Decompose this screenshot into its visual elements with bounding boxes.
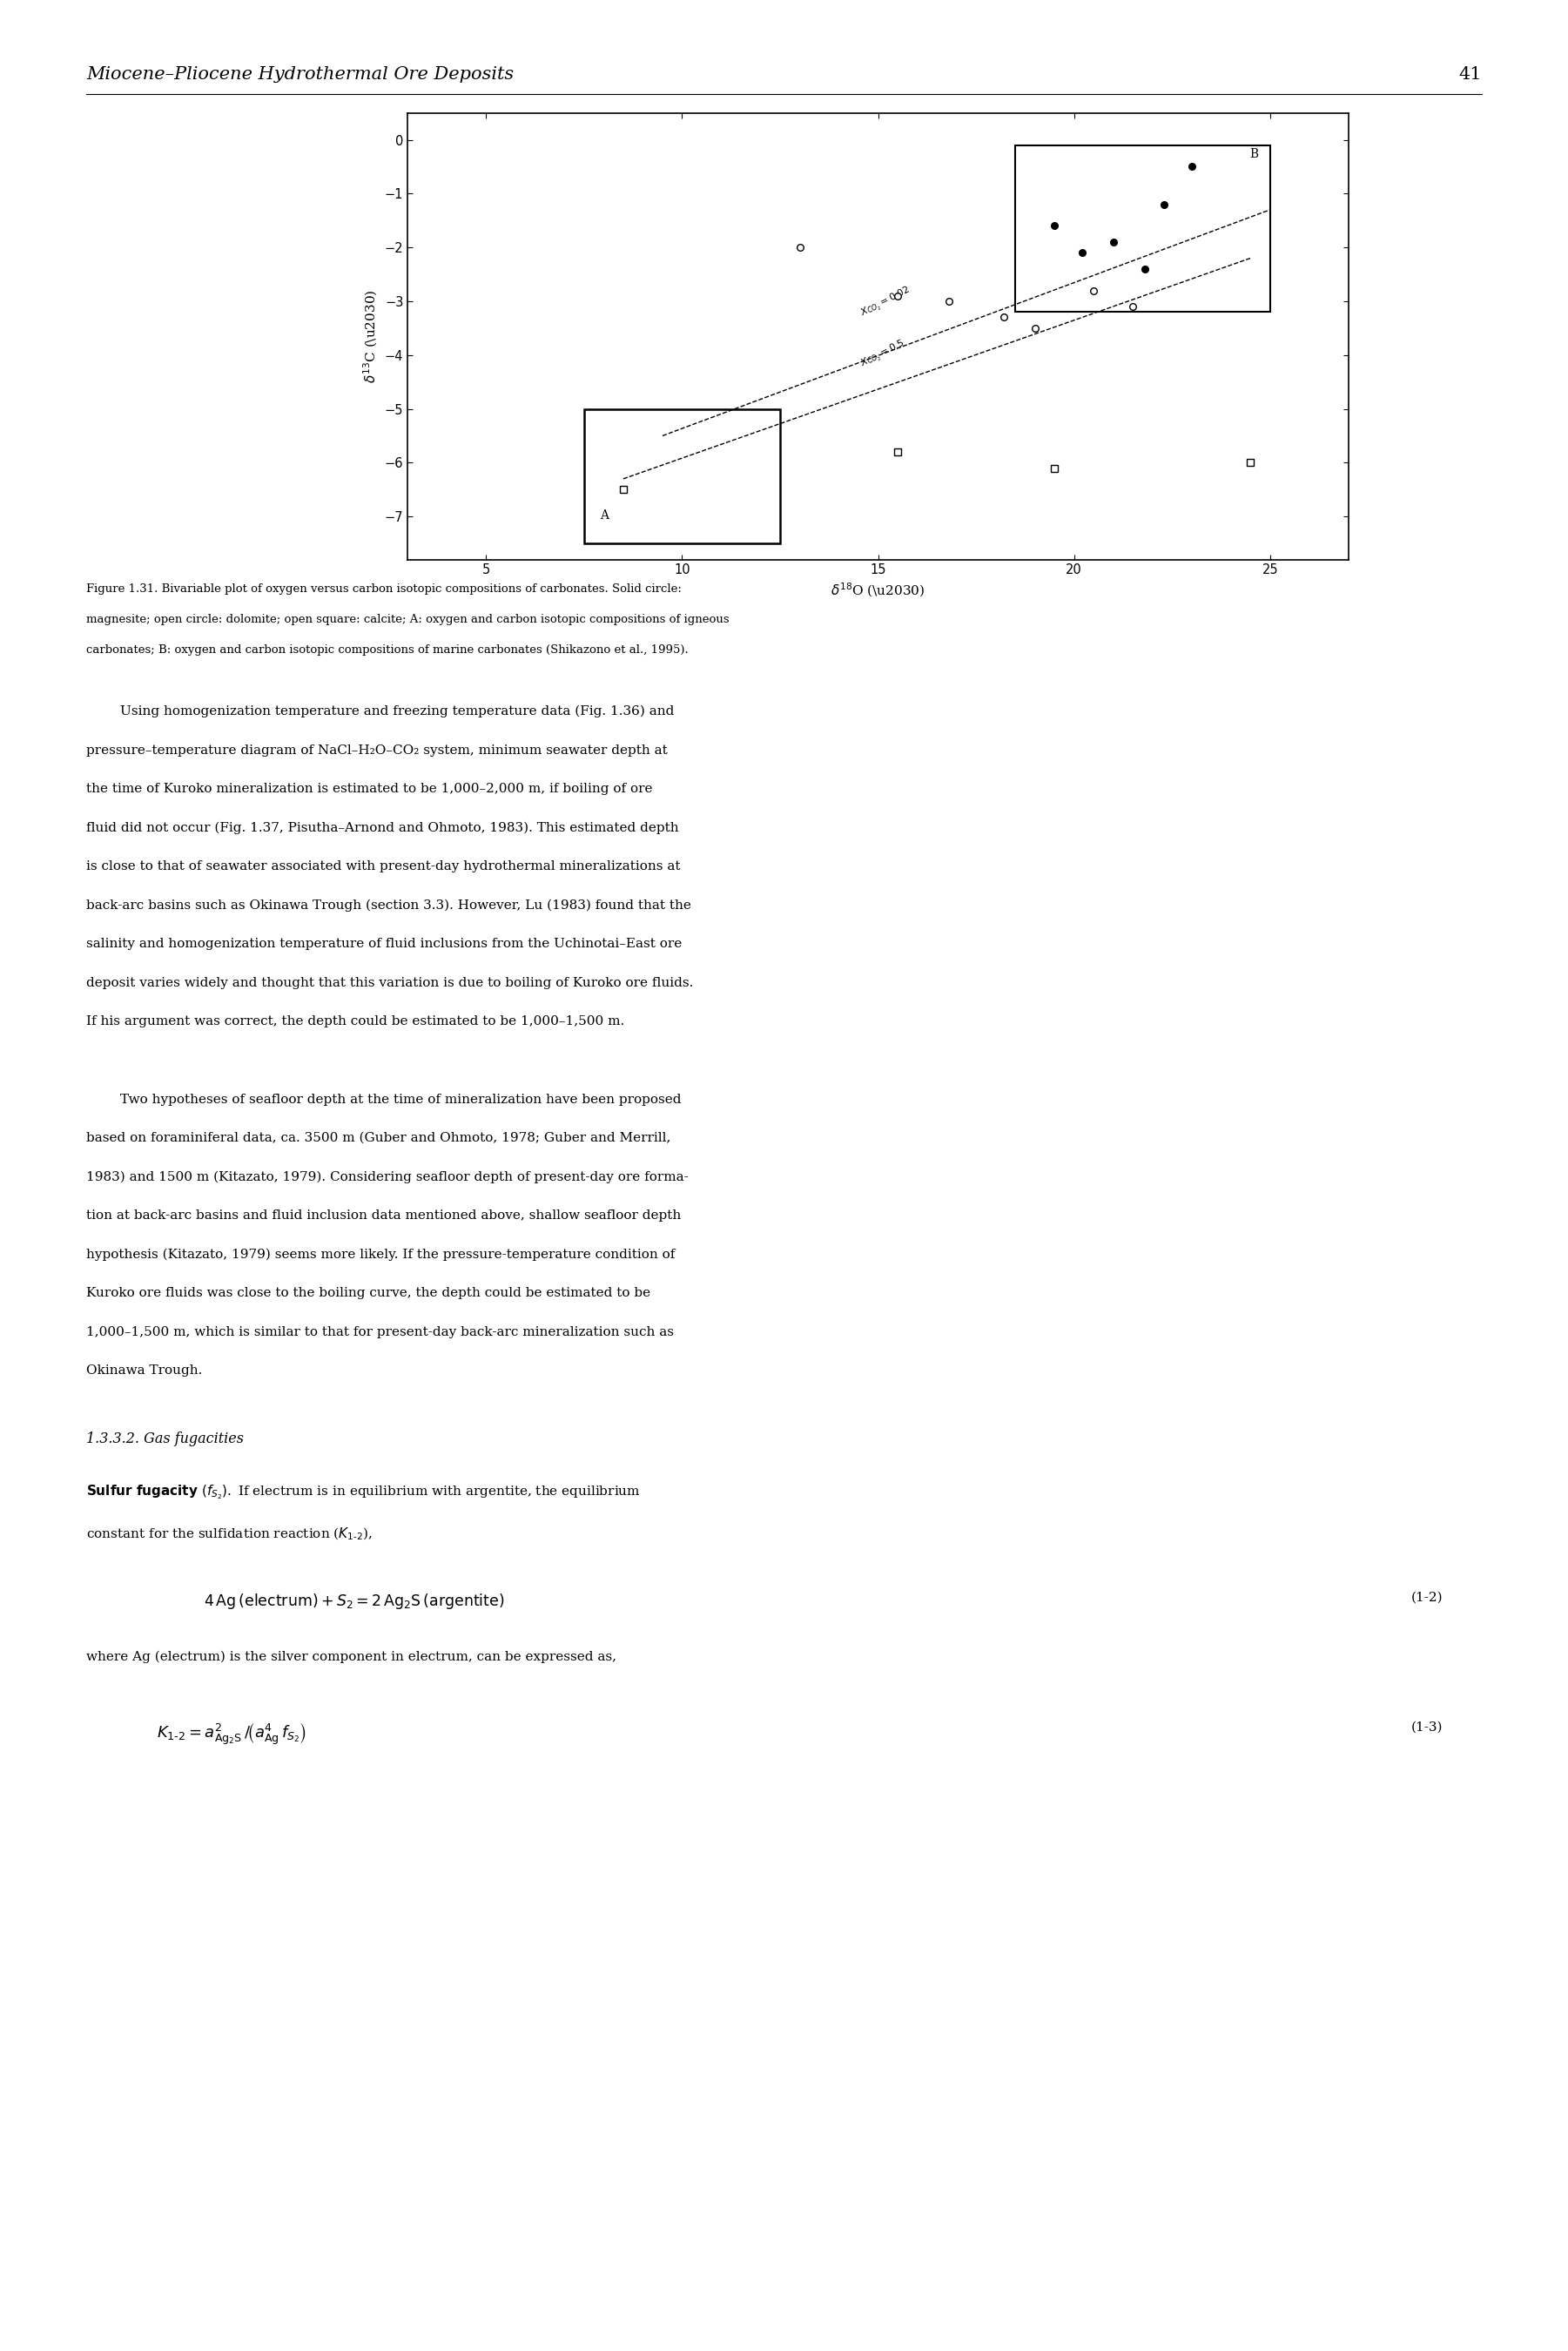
X-axis label: $\delta^{18}$O (\u2030): $\delta^{18}$O (\u2030)	[831, 581, 925, 600]
Text: $K_{1\text{-}2} = a^2_{\mathrm{Ag_2S}}\,/\!\left(a^4_{\mathrm{Ag}}\,f_{S_2}\righ: $K_{1\text{-}2} = a^2_{\mathrm{Ag_2S}}\,…	[157, 1721, 307, 1747]
Text: A: A	[601, 510, 608, 522]
Text: Two hypotheses of seafloor depth at the time of mineralization have been propose: Two hypotheses of seafloor depth at the …	[86, 1093, 682, 1105]
Text: hypothesis (Kitazato, 1979) seems more likely. If the pressure-temperature condi: hypothesis (Kitazato, 1979) seems more l…	[86, 1248, 676, 1260]
Text: salinity and homogenization temperature of fluid inclusions from the Uchinotai–E: salinity and homogenization temperature …	[86, 938, 682, 950]
Text: where Ag (electrum) is the silver component in electrum, can be expressed as,: where Ag (electrum) is the silver compon…	[86, 1650, 616, 1662]
Text: Miocene–Pliocene Hydrothermal Ore Deposits: Miocene–Pliocene Hydrothermal Ore Deposi…	[86, 66, 514, 82]
Text: magnesite; open circle: dolomite; open square: calcite; A: oxygen and carbon iso: magnesite; open circle: dolomite; open s…	[86, 614, 729, 625]
Text: If his argument was correct, the depth could be estimated to be 1,000–1,500 m.: If his argument was correct, the depth c…	[86, 1016, 624, 1027]
Text: B: B	[1250, 148, 1258, 160]
Text: $X_{CO_2} = 0.5$: $X_{CO_2} = 0.5$	[859, 339, 908, 371]
Text: fluid did not occur (Fig. 1.37, Pisutha–Arnond and Ohmoto, 1983). This estimated: fluid did not occur (Fig. 1.37, Pisutha–…	[86, 823, 679, 835]
Text: Using homogenization temperature and freezing temperature data (Fig. 1.36) and: Using homogenization temperature and fre…	[86, 705, 674, 717]
Text: $4\,\mathrm{Ag\,(electrum)} + S_2 = 2\,\mathrm{Ag_2S\,(argentite)}$: $4\,\mathrm{Ag\,(electrum)} + S_2 = 2\,\…	[204, 1592, 505, 1610]
Text: (1-2): (1-2)	[1411, 1592, 1443, 1603]
Text: 1,000–1,500 m, which is similar to that for present-day back-arc mineralization : 1,000–1,500 m, which is similar to that …	[86, 1326, 674, 1338]
Text: Kuroko ore fluids was close to the boiling curve, the depth could be estimated t: Kuroko ore fluids was close to the boili…	[86, 1288, 651, 1300]
Text: Figure 1.31. Bivariable plot of oxygen versus carbon isotopic compositions of ca: Figure 1.31. Bivariable plot of oxygen v…	[86, 583, 682, 595]
Text: the time of Kuroko mineralization is estimated to be 1,000–2,000 m, if boiling o: the time of Kuroko mineralization is est…	[86, 783, 652, 795]
Y-axis label: $\delta^{13}$C (\u2030): $\delta^{13}$C (\u2030)	[362, 289, 379, 383]
Text: $X_{CO_2} = 0.02$: $X_{CO_2} = 0.02$	[859, 284, 913, 320]
Text: carbonates; B: oxygen and carbon isotopic compositions of marine carbonates (Shi: carbonates; B: oxygen and carbon isotopi…	[86, 644, 688, 656]
Text: (1-3): (1-3)	[1411, 1721, 1443, 1733]
Text: 1983) and 1500 m (Kitazato, 1979). Considering seafloor depth of present-day ore: 1983) and 1500 m (Kitazato, 1979). Consi…	[86, 1171, 688, 1183]
Text: Okinawa Trough.: Okinawa Trough.	[86, 1364, 202, 1378]
Text: back-arc basins such as Okinawa Trough (section 3.3). However, Lu (1983) found t: back-arc basins such as Okinawa Trough (…	[86, 900, 691, 912]
Bar	[1016, 146, 1270, 313]
Text: 41: 41	[1458, 66, 1482, 82]
Text: constant for the sulfidation reaction ($K_{1\text{-}2}$),: constant for the sulfidation reaction ($…	[86, 1526, 373, 1542]
Text: pressure–temperature diagram of NaCl–H₂O–CO₂ system, minimum seawater depth at: pressure–temperature diagram of NaCl–H₂O…	[86, 743, 668, 757]
Bar	[585, 409, 781, 543]
Text: is close to that of seawater associated with present-day hydrothermal mineraliza: is close to that of seawater associated …	[86, 860, 681, 872]
Text: based on foraminiferal data, ca. 3500 m (Guber and Ohmoto, 1978; Guber and Merri: based on foraminiferal data, ca. 3500 m …	[86, 1133, 671, 1145]
Text: $\mathbf{Sulfur\ fugacity}\ (f_{S_2}).$ If electrum is in equilibrium with argen: $\mathbf{Sulfur\ fugacity}\ (f_{S_2}).$ …	[86, 1483, 641, 1502]
Text: 1.3.3.2. Gas fugacities: 1.3.3.2. Gas fugacities	[86, 1432, 243, 1446]
Text: deposit varies widely and thought that this variation is due to boiling of Kurok: deposit varies widely and thought that t…	[86, 978, 693, 990]
Text: tion at back-arc basins and fluid inclusion data mentioned above, shallow seaflo: tion at back-arc basins and fluid inclus…	[86, 1211, 681, 1223]
